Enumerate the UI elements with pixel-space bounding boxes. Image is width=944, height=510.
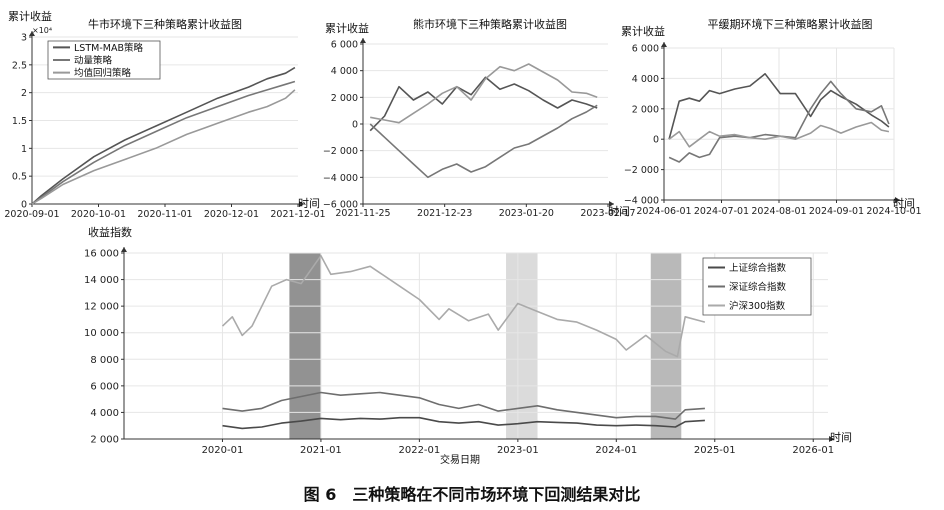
x-axis-label: 时间 [893,197,915,210]
x-axis-arrow [895,197,900,203]
y-tick-label: −4 000 [323,173,358,184]
y-axis-arrow [661,42,667,47]
shaded-region [289,253,321,439]
bull-market-chart: 0 0.5 1 1.5 2 2.5 3 2020-09-01 2020-10-01 2020-11… [4,9,325,220]
series-line [668,73,890,140]
y-tick-label: 4 000 [90,408,119,419]
x-axis-label: 时间 [298,197,320,210]
figure-caption: 图 6 三种策略在不同市场环境下回测结果对比 [303,485,641,504]
legend-label: 沪深300指数 [729,300,786,312]
y-tick-label: 0 [21,200,27,211]
x-tick-label: 2023-01 [497,445,539,456]
y-tick-label: 12 000 [84,302,119,313]
legend-label: 均值回归策略 [74,67,132,79]
legend-label: 动量策略 [74,55,113,67]
series-line [369,104,598,179]
series-line [222,391,705,420]
x-axis-arrow [609,201,614,207]
series-line [370,63,598,124]
y-tick-label: −2 000 [323,146,358,157]
x-axis-label: 交易日期 [440,453,480,466]
x-tick-label: 2024-06-01 [636,206,691,217]
x-tick-label: 2023-02-17 [580,208,635,219]
y-tick-label: 6 000 [90,381,119,392]
y-tick-label: −6 000 [323,200,358,211]
y-tick-label: 2 [21,88,27,99]
series-line [668,121,890,148]
y-axis-label: 收益指数 [88,225,132,239]
x-tick-label: 2020-12-01 [204,209,259,220]
x-axis-arrow [829,436,834,442]
y-tick-label: 6 000 [632,44,659,55]
x-tick-label: 2021-01 [300,445,342,456]
y-axis-multiplier: ×10⁴ [32,26,52,35]
x-tick-label: 2023-01-20 [499,208,554,219]
x-tick-label: 2020-09-01 [4,209,59,220]
x-tick-label: 2025-01 [694,445,736,456]
y-tick-label: 0 [352,120,358,131]
y-axis-arrow [29,31,35,36]
x-tick-label: 2020-01 [202,445,244,456]
bear-market-chart: −6 000 −4 000 −2 000 0 2 000 4 000 6 000 2021-1… [323,17,636,219]
chart-title: 牛市环境下三种策略累计收益图 [88,17,242,31]
x-tick-label: 2024-09-01 [809,206,864,217]
y-tick-label: 0.5 [12,172,27,183]
x-tick-label: 2024-08-01 [751,206,806,217]
y-tick-label: −2 000 [624,165,659,176]
legend-label: LSTM-MAB策略 [74,42,143,54]
y-axis-label: 累计收益 [621,24,665,38]
y-axis-arrow [360,38,366,43]
series-line [369,76,598,132]
y-tick-label: 10 000 [84,328,119,339]
series-line [31,80,296,205]
x-tick-label: 2026-01 [792,445,834,456]
y-axis-label: 累计收益 [325,21,369,35]
x-tick-label: 2024-01 [595,445,637,456]
x-axis-arrow [299,201,304,207]
y-tick-label: 3 [21,33,27,44]
series-line [222,416,705,430]
y-tick-label: 16 000 [84,249,119,260]
chart-title: 平缓期环境下三种策略累计收益图 [708,17,873,31]
series-line [31,89,296,205]
x-tick-label: 2024-10-01 [866,206,921,217]
series-line [31,66,296,205]
y-tick-label: 2 000 [632,104,659,115]
y-axis-label: 累计收益 [8,9,52,23]
y-tick-label: 4 000 [632,74,659,85]
y-tick-label: 0 [653,135,659,146]
x-tick-label: 2024-07-01 [694,206,749,217]
y-axis-arrow [121,247,127,252]
x-tick-label: 2020-11-01 [137,209,192,220]
y-tick-label: 2 000 [90,435,119,446]
legend-label: 上证综合指数 [729,262,787,274]
shaded-region [650,253,682,439]
y-tick-label: 1.5 [12,116,27,127]
x-tick-label: 2021-12-23 [417,208,472,219]
y-tick-label: 4 000 [331,66,358,77]
index-chart: 2 000 4 000 6 000 8 000 10 000 12 000 14 000 16… [84,225,852,466]
y-tick-label: −4 000 [624,196,659,207]
series-line [221,254,706,358]
y-tick-label: 2 000 [331,93,358,104]
x-tick-label: 2021-11-25 [335,208,390,219]
y-tick-label: 6 000 [331,40,358,51]
x-tick-label: 2020-10-01 [71,209,126,220]
shaded-region [506,253,538,439]
y-tick-label: 1 [21,144,27,155]
y-tick-label: 14 000 [84,275,119,286]
y-tick-label: 8 000 [90,355,119,366]
x-axis-label: 时间 [608,205,630,218]
chart-title: 熊市环境下三种策略累计收益图 [413,17,567,31]
x-tick-label: 2021-12-01 [270,209,325,220]
x-tick-label: 2022-01 [398,445,440,456]
x-axis-arrow-label: 时间 [830,431,852,444]
legend-label: 深证综合指数 [729,281,787,293]
y-tick-label: 2.5 [12,60,27,71]
